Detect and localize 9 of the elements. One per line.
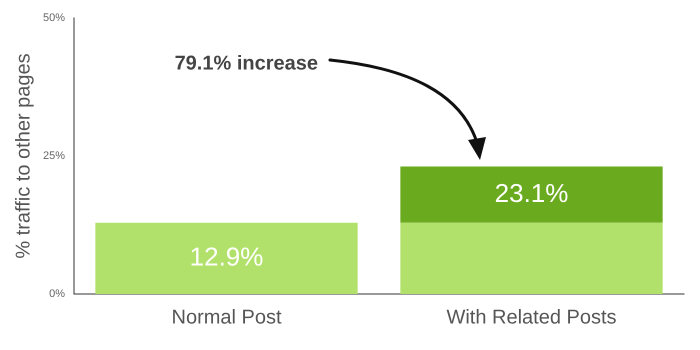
data-label: 12.9% — [190, 242, 264, 272]
annotation: 79.1% increase — [174, 52, 318, 75]
y-tick-label: 50% — [42, 12, 66, 24]
y-axis-title: % traffic to other pages — [12, 53, 35, 259]
x-tick-label: With Related Posts — [446, 306, 617, 329]
y-tick-label: 25% — [42, 150, 66, 162]
total-label: 23.1% — [494, 178, 568, 208]
y-tick-label: 0% — [49, 288, 66, 300]
x-tick-label: Normal Post — [171, 306, 282, 329]
